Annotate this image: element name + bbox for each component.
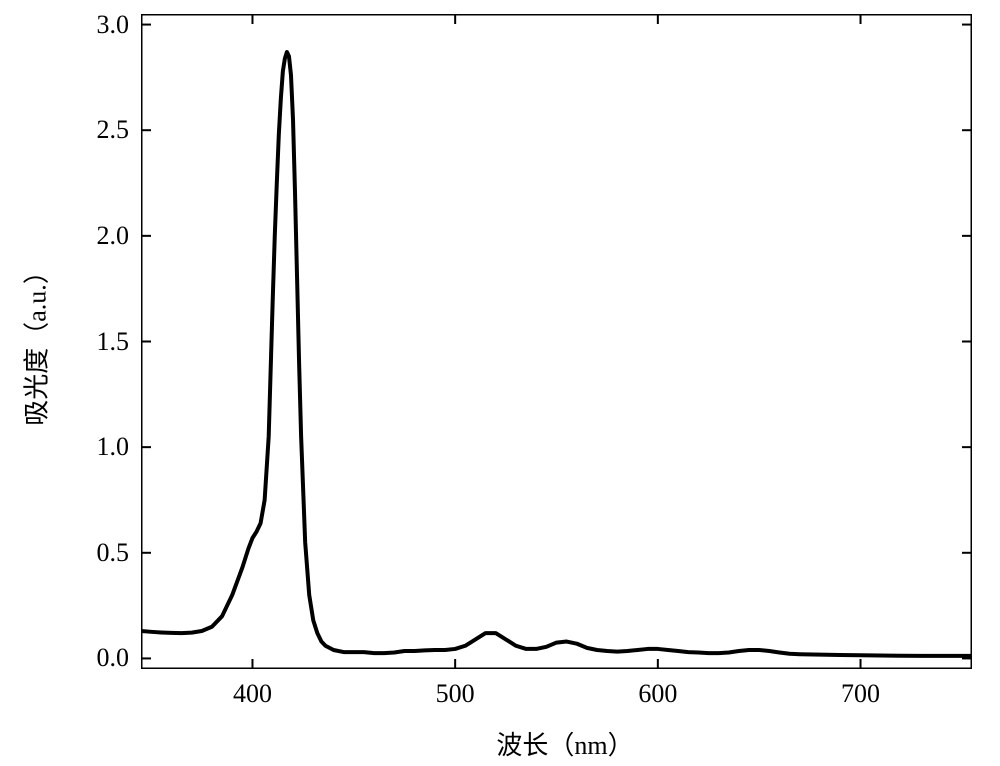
y-tick-label: 2.5 [97,115,130,145]
plot-area [141,14,972,669]
y-tick-label: 2.0 [97,221,130,251]
y-tick-label: 0.0 [97,643,130,673]
y-tick-label: 3.0 [97,10,130,40]
y-tick-label: 0.5 [97,538,130,568]
figure: 吸光度（a.u.） 波长（nm） 400 500 600 700 0.0 0.5 1.0 1.… [0,0,1000,766]
x-tick-label: 600 [638,679,677,709]
y-axis-label: 吸光度（a.u.） [17,258,54,426]
x-tick-label: 400 [233,679,272,709]
y-tick-label: 1.5 [97,327,130,357]
x-tick-label: 500 [436,679,475,709]
plot-svg [141,14,972,669]
x-tick-label: 700 [841,679,880,709]
x-axis-label: 波长（nm） [496,725,633,762]
axis-frame [142,15,972,669]
y-tick-label: 1.0 [97,432,130,462]
